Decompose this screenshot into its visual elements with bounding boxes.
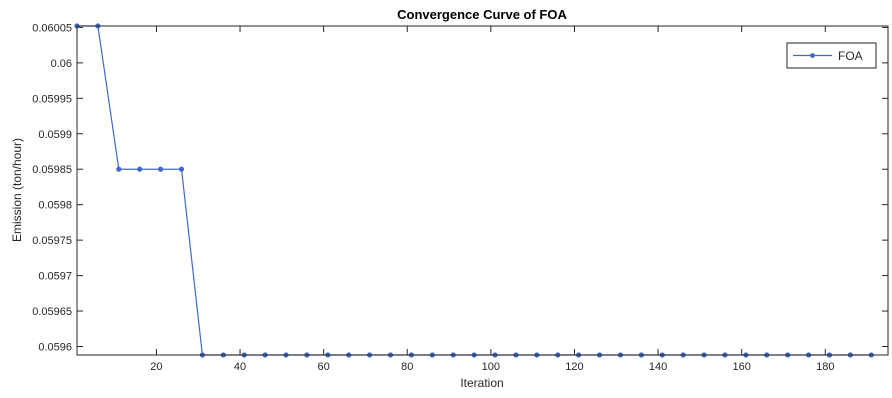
x-axis-label: Iteration: [460, 376, 503, 390]
x-tick-label: 20: [150, 361, 162, 373]
x-tick-label: 180: [816, 361, 834, 373]
plot-frame: [76, 25, 889, 356]
chart-title: Convergence Curve of FOA: [397, 7, 567, 22]
x-tick-label: 120: [565, 361, 583, 373]
y-tick-label: 0.0598: [38, 200, 72, 212]
legend-marker-swatch: [810, 53, 815, 58]
legend: FOA: [786, 42, 877, 69]
y-tick-label: 0.0596: [38, 341, 72, 353]
y-tick-label: 0.06: [51, 58, 72, 70]
data-point-foa: [157, 166, 164, 172]
y-tick-label: 0.06005: [32, 22, 72, 34]
x-tick-label: 80: [401, 361, 413, 373]
y-tick-label: 0.05965: [32, 306, 72, 318]
x-tick-label: 100: [482, 361, 500, 373]
legend-entry-label: FOA: [838, 49, 863, 63]
y-tick-label: 0.05975: [32, 235, 72, 247]
x-tick-label: 40: [234, 361, 246, 373]
y-axis-label: Emission (ton/hour): [10, 138, 24, 242]
y-tick-label: 0.05995: [32, 93, 72, 105]
data-point-foa: [178, 166, 185, 172]
y-tick-label: 0.0599: [38, 129, 72, 141]
axes-layer: 0.0596 0.05965 0.0597 0.05975 0.0598 0.05985 0…: [32, 22, 888, 373]
data-point-foa: [137, 166, 143, 172]
x-tick-label: 60: [318, 361, 330, 373]
data-point-foa: [116, 166, 122, 172]
plot-background: [77, 26, 888, 355]
y-tick-label: 0.0597: [38, 271, 72, 283]
y-tick-label: 0.05985: [32, 164, 72, 176]
x-tick-label: 160: [733, 361, 751, 373]
x-tick-label: 140: [649, 361, 667, 373]
